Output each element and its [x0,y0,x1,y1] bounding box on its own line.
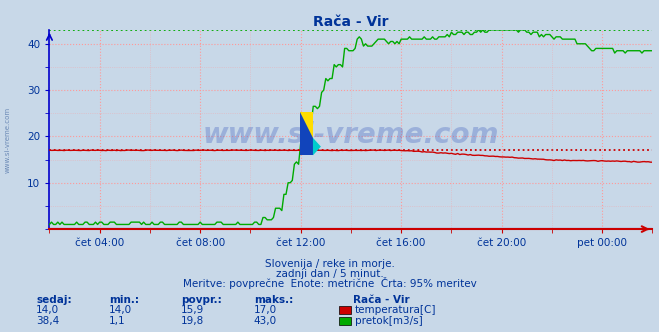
Text: min.:: min.: [109,295,139,305]
Text: sedaj:: sedaj: [36,295,72,305]
Title: Rača - Vir: Rača - Vir [313,15,389,29]
Text: 1,1: 1,1 [109,316,125,326]
Text: 17,0: 17,0 [254,305,277,315]
Text: Slovenija / reke in morje.: Slovenija / reke in morje. [264,259,395,269]
Text: Rača - Vir: Rača - Vir [353,295,409,305]
Polygon shape [300,112,313,138]
Text: www.si-vreme.com: www.si-vreme.com [5,106,11,173]
Text: povpr.:: povpr.: [181,295,222,305]
Text: pretok[m3/s]: pretok[m3/s] [355,316,422,326]
Text: maks.:: maks.: [254,295,293,305]
Text: temperatura[C]: temperatura[C] [355,305,436,315]
Polygon shape [313,138,321,155]
Bar [300,112,313,155]
Text: 43,0: 43,0 [254,316,277,326]
Text: Meritve: povprečne  Enote: metrične  Črta: 95% meritev: Meritve: povprečne Enote: metrične Črta:… [183,277,476,289]
Text: 14,0: 14,0 [109,305,132,315]
Text: zadnji dan / 5 minut.: zadnji dan / 5 minut. [275,269,384,279]
Text: 15,9: 15,9 [181,305,204,315]
Text: www.si-vreme.com: www.si-vreme.com [203,122,499,149]
Text: 14,0: 14,0 [36,305,59,315]
Text: 19,8: 19,8 [181,316,204,326]
Text: 38,4: 38,4 [36,316,59,326]
